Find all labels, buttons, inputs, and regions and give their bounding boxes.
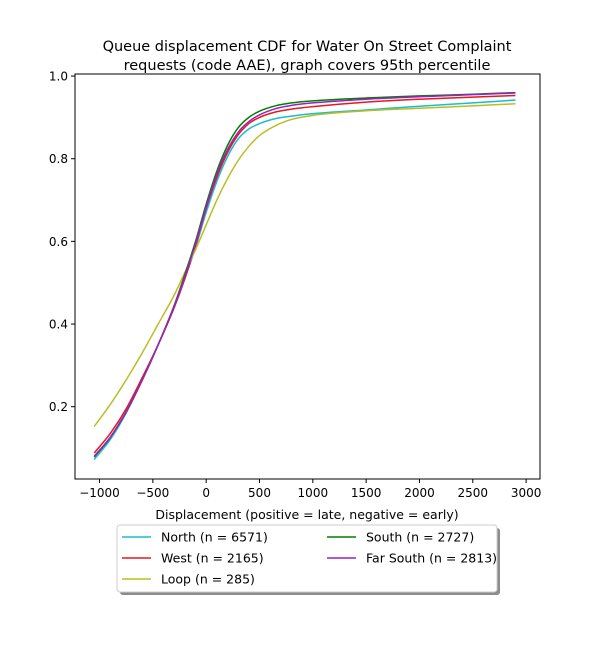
- x-tick-label: 500: [248, 486, 271, 500]
- legend-label-0: North (n = 6571): [161, 530, 268, 545]
- x-axis-ticks: −1000 −500 0 500 1000 1500 2000 2500 3000: [79, 479, 541, 500]
- y-tick-label: 0.8: [49, 152, 68, 166]
- x-axis-label: Displacement (positive = late, negative …: [155, 507, 458, 522]
- series-line-1: [93, 94, 516, 454]
- plot-lines: [93, 91, 516, 461]
- series-line-2: [93, 103, 516, 427]
- x-tick-label: −1000: [79, 486, 120, 500]
- x-tick-label: 0: [202, 486, 210, 500]
- y-axis-ticks: 0.2 0.4 0.6 0.8 1.0: [49, 70, 75, 414]
- x-tick-label: −500: [136, 486, 169, 500]
- x-tick-label: 1500: [351, 486, 382, 500]
- y-tick-label: 0.4: [49, 318, 68, 332]
- y-tick-label: 1.0: [49, 70, 68, 84]
- y-tick-label: 0.2: [49, 400, 68, 414]
- series-line-4: [93, 92, 516, 457]
- x-tick-label: 2000: [404, 486, 435, 500]
- legend-label-3: South (n = 2727): [366, 530, 474, 545]
- x-tick-label: 3000: [511, 486, 542, 500]
- y-tick-label: 0.6: [49, 235, 68, 249]
- chart-title-line-2: requests (code AAE), graph covers 95th p…: [124, 58, 491, 74]
- legend-entries: North (n = 6571) West (n = 2165) Loop (n =…: [122, 530, 497, 587]
- plot-frame: [74, 73, 541, 480]
- legend-label-4: Far South (n = 2813): [366, 551, 497, 566]
- chart-title-line-1: Queue displacement CDF for Water On Stre…: [103, 39, 512, 55]
- x-tick-label: 2500: [458, 486, 489, 500]
- legend-box: [116, 524, 498, 593]
- legend-label-2: Loop (n = 285): [161, 572, 255, 587]
- x-tick-label: 1000: [298, 486, 329, 500]
- legend-label-1: West (n = 2165): [161, 551, 264, 566]
- legend: North (n = 6571) West (n = 2165) Loop (n =…: [116, 524, 500, 595]
